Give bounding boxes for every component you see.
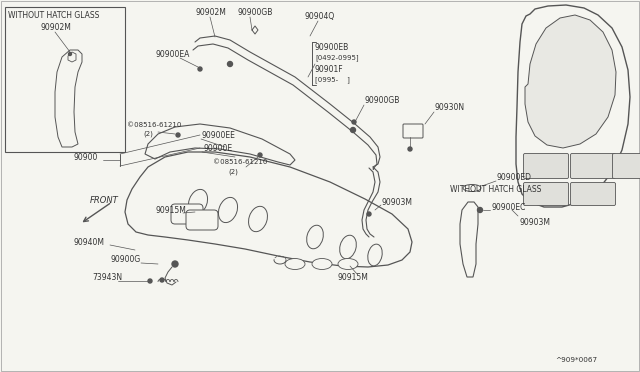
Circle shape [227,61,232,67]
Bar [5,7,125,152]
Ellipse shape [463,185,481,192]
Text: (2): (2) [228,169,238,175]
Circle shape [408,147,412,151]
Ellipse shape [248,206,268,232]
Text: (2): (2) [143,131,153,137]
Text: ©08516-61210: ©08516-61210 [127,122,181,128]
Polygon shape [55,50,82,147]
Text: ©08516-61210: ©08516-61210 [213,159,268,165]
Text: WITHOUT HATCH GLASS: WITHOUT HATCH GLASS [450,185,541,193]
FancyBboxPatch shape [570,183,616,205]
FancyBboxPatch shape [570,154,616,179]
Ellipse shape [218,198,237,222]
Circle shape [367,212,371,216]
FancyBboxPatch shape [186,210,218,230]
Ellipse shape [285,259,305,269]
Polygon shape [525,15,616,148]
Text: 90900EE: 90900EE [202,131,236,140]
Text: FRONT: FRONT [90,196,119,205]
FancyBboxPatch shape [403,124,423,138]
Text: 90900GB: 90900GB [365,96,401,105]
Text: 90915M: 90915M [155,205,186,215]
Circle shape [172,261,178,267]
FancyBboxPatch shape [524,154,568,179]
Circle shape [258,153,262,157]
Ellipse shape [312,259,332,269]
Text: 90903M: 90903M [520,218,551,227]
Text: 90902M: 90902M [40,22,71,32]
Circle shape [176,133,180,137]
Ellipse shape [307,225,323,249]
Circle shape [352,120,356,124]
FancyBboxPatch shape [524,183,568,205]
Polygon shape [68,52,76,62]
Text: 90901F: 90901F [315,64,344,74]
Text: 90900EB: 90900EB [315,42,349,51]
Text: 90915M: 90915M [338,273,369,282]
Text: 90900EC: 90900EC [492,202,526,212]
Text: 90903M: 90903M [382,198,413,206]
Circle shape [160,278,164,282]
Text: 90900E: 90900E [203,144,232,153]
Circle shape [198,67,202,71]
Text: ^909*0067: ^909*0067 [555,357,597,363]
Circle shape [351,128,355,132]
Circle shape [68,52,72,55]
Text: WITHOUT HATCH GLASS: WITHOUT HATCH GLASS [8,10,99,19]
Circle shape [477,208,483,212]
Text: 90940M: 90940M [73,237,104,247]
Text: 90900G: 90900G [110,256,140,264]
Polygon shape [125,152,412,267]
Polygon shape [145,124,295,165]
Ellipse shape [188,189,207,215]
Text: 90900ED: 90900ED [497,173,532,182]
Text: 90930N: 90930N [435,103,465,112]
FancyBboxPatch shape [171,204,203,224]
Polygon shape [460,202,478,277]
Text: [0995-    ]: [0995- ] [315,77,350,83]
Text: 90902M: 90902M [195,7,226,16]
Polygon shape [516,5,630,207]
Text: 73943N: 73943N [92,273,122,282]
FancyBboxPatch shape [612,154,640,179]
Text: 90900: 90900 [73,153,97,161]
Ellipse shape [340,235,356,259]
Text: 90900GB: 90900GB [237,7,273,16]
Text: 90904Q: 90904Q [305,12,335,20]
Ellipse shape [338,259,358,269]
Text: [0492-0995]: [0492-0995] [315,55,358,61]
Circle shape [148,279,152,283]
Text: 90900EA: 90900EA [155,49,189,58]
Ellipse shape [368,244,382,266]
